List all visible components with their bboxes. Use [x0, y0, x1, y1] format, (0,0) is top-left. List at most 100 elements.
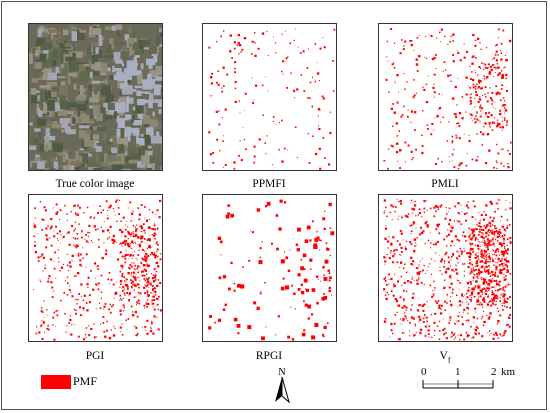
- detection-mark: [138, 276, 140, 278]
- detection-mark: [444, 69, 447, 71]
- detection-mark: [305, 288, 307, 290]
- detection-mark: [124, 235, 127, 238]
- detection-mark: [466, 153, 468, 154]
- detection-mark: [297, 288, 301, 291]
- image-texture-patch: [67, 152, 73, 156]
- detection-mark: [501, 120, 503, 122]
- image-texture-patch: [49, 52, 54, 56]
- detection-mark: [412, 212, 414, 214]
- image-texture-patch: [162, 103, 163, 107]
- detection-mark: [135, 224, 138, 226]
- detection-mark: [329, 111, 332, 113]
- detection-mark: [120, 331, 122, 333]
- detection-mark: [418, 321, 420, 323]
- detection-mark: [504, 330, 507, 333]
- detection-mark: [484, 86, 487, 89]
- image-texture-patch: [144, 99, 150, 104]
- detection-mark: [497, 257, 500, 260]
- detection-mark: [455, 134, 457, 136]
- detection-mark: [146, 284, 148, 286]
- detection-mark: [438, 232, 441, 235]
- detection-mark: [449, 229, 451, 231]
- detection-mark: [150, 284, 152, 286]
- detection-mark: [47, 328, 50, 331]
- detection-mark: [435, 252, 437, 254]
- detection-mark: [426, 224, 429, 227]
- detection-mark: [216, 81, 218, 84]
- detection-mark: [483, 68, 485, 71]
- detection-mark: [470, 244, 472, 246]
- detection-mark: [124, 280, 126, 282]
- image-texture-patch: [87, 71, 93, 79]
- detection-mark: [493, 253, 495, 255]
- detection-mark: [129, 201, 132, 204]
- detection-mark: [120, 220, 122, 222]
- detection-mark: [502, 104, 505, 107]
- detection-mark: [402, 317, 405, 320]
- detection-mark: [261, 241, 263, 243]
- detection-mark: [93, 323, 95, 325]
- detection-mark: [151, 234, 154, 236]
- detection-mark: [274, 42, 277, 44]
- detection-mark: [399, 149, 402, 152]
- detection-mark: [96, 265, 99, 268]
- detection-mark: [208, 131, 211, 134]
- detection-mark: [496, 123, 499, 126]
- detection-mark: [59, 270, 61, 272]
- detection-mark: [153, 224, 156, 227]
- detection-mark: [254, 32, 256, 34]
- detection-mark: [318, 239, 321, 241]
- detection-mark: [119, 243, 121, 245]
- detection-mark: [480, 225, 482, 228]
- detection-mark: [237, 41, 240, 45]
- detection-mark: [386, 215, 388, 218]
- detection-mark: [502, 293, 504, 295]
- detection-mark: [454, 322, 456, 325]
- detection-mark: [426, 124, 429, 126]
- detection-mark: [132, 254, 135, 257]
- detection-mark: [70, 291, 72, 293]
- detection-mark: [457, 78, 459, 79]
- detection-mark: [68, 322, 71, 324]
- detection-mark: [251, 77, 253, 79]
- detection-mark: [233, 282, 236, 285]
- detection-mark: [401, 284, 403, 286]
- detection-mark: [475, 115, 477, 117]
- detection-mark: [471, 248, 474, 251]
- detection-mark: [498, 238, 500, 239]
- detection-mark: [448, 207, 450, 209]
- detection-mark: [157, 328, 160, 331]
- detection-mark: [319, 47, 322, 50]
- detection-mark: [277, 315, 280, 318]
- detection-mark: [433, 295, 435, 297]
- detection-mark: [145, 285, 148, 288]
- detection-mark: [405, 290, 408, 292]
- detection-mark: [429, 207, 432, 210]
- detection-mark: [426, 209, 428, 211]
- detection-mark: [68, 261, 71, 264]
- detection-mark: [74, 221, 76, 223]
- detection-mark: [87, 236, 89, 238]
- detection-mark: [487, 92, 489, 94]
- image-texture-patch: [75, 136, 78, 146]
- detection-mark: [443, 61, 446, 63]
- detection-mark: [444, 35, 446, 38]
- detection-mark: [456, 220, 459, 222]
- detection-mark: [147, 237, 150, 240]
- detection-mark: [403, 281, 406, 284]
- detection-mark: [66, 325, 68, 327]
- detection-mark: [50, 244, 53, 247]
- detection-mark: [130, 247, 133, 249]
- detection-mark: [41, 253, 44, 256]
- detection-mark: [385, 225, 387, 226]
- detection-mark: [233, 289, 236, 292]
- detection-mark: [470, 270, 473, 272]
- detection-mark: [154, 232, 156, 234]
- detection-mark: [491, 291, 494, 293]
- detection-mark: [436, 325, 439, 327]
- detection-mark: [508, 325, 511, 328]
- detection-mark: [57, 239, 59, 241]
- detection-mark: [506, 257, 507, 259]
- detection-mark: [471, 263, 474, 266]
- detection-mark: [155, 293, 156, 295]
